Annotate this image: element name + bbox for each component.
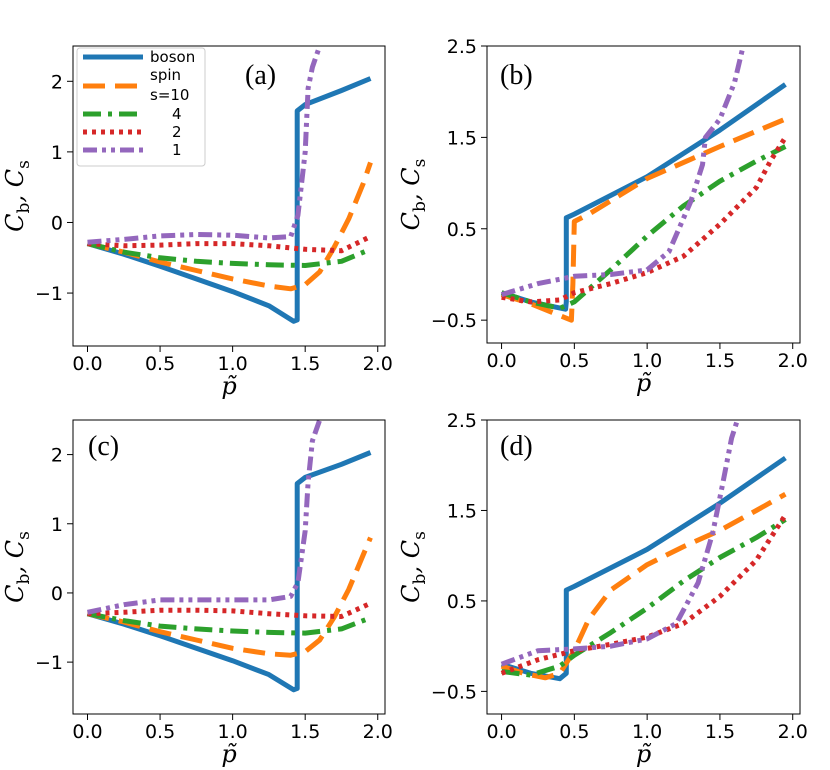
x-tick-label: 0.5 — [559, 721, 589, 743]
panel-d: 0.0 0.5 1.0 1.5 2.0 −0.5 0.5 1.5 2.5 p̃ Cb, Cs (d) — [397, 410, 808, 768]
x-tick-label: 0.5 — [145, 353, 175, 375]
x-tick-label: 2.0 — [363, 353, 393, 375]
panel-c-series — [86, 420, 373, 693]
x-tick-label: 1.5 — [290, 721, 320, 743]
x-tick-label: 1.5 — [705, 350, 735, 372]
series-line-4 — [500, 144, 787, 311]
x-tick-label: 0.0 — [486, 721, 516, 743]
x-axis-label: p̃ — [221, 372, 237, 400]
y-tick-label: −1 — [35, 652, 63, 674]
series-line-boson — [86, 450, 372, 693]
y-tick-label: 1.5 — [447, 500, 477, 522]
axes-frame — [72, 45, 386, 347]
axes-frame — [486, 419, 801, 715]
x-tick-label: 0.0 — [486, 350, 516, 372]
x-tick-label: 2.0 — [363, 721, 393, 743]
x-tick-label: 0.5 — [559, 350, 589, 372]
x-tick-label: 1.5 — [290, 353, 320, 375]
x-axis-label: p̃ — [636, 740, 652, 768]
series-line-1 — [500, 420, 740, 667]
y-tick-label: −0.5 — [431, 681, 477, 703]
panel-label: (d) — [500, 431, 533, 462]
legend-entry: boson — [150, 48, 195, 66]
series-line-2 — [87, 234, 372, 254]
axes-frame — [72, 419, 386, 715]
y-tick-label: 0.5 — [447, 219, 477, 241]
y-tick-label: 0 — [51, 583, 63, 605]
series-line-4 — [86, 241, 372, 268]
panel-label: (a) — [245, 60, 276, 91]
y-axis-label: Cb, Cs — [397, 531, 430, 603]
x-axis-label: p̃ — [221, 740, 237, 768]
axes-frame — [486, 45, 801, 344]
series-line-4 — [501, 517, 787, 678]
x-tick-label: 2.0 — [778, 721, 808, 743]
x-tick-label: 0.5 — [145, 721, 175, 743]
x-tick-label: 0.0 — [72, 353, 102, 375]
y-tick-label: 2.5 — [447, 36, 477, 58]
y-axis-label: Cb, Cs — [1, 160, 34, 232]
series-line-4 — [87, 611, 372, 636]
series-line-boson — [86, 76, 372, 324]
panel-c: 0.0 0.5 1.0 1.5 2.0 −1 0 1 2 p̃ Cb, Cs (c) — [1, 419, 393, 768]
legend-entry: 2 — [172, 123, 182, 141]
y-tick-label: 0 — [51, 212, 63, 234]
x-tick-label: 1.5 — [705, 721, 735, 743]
panel-a-series — [86, 46, 373, 324]
series-line-1 — [500, 46, 746, 297]
series-line-s10 — [500, 116, 787, 323]
legend-entry: 4 — [172, 105, 182, 123]
y-tick-label: −1 — [35, 283, 63, 305]
legend-entry: 1 — [172, 141, 182, 159]
y-tick-label: 2 — [51, 445, 63, 467]
panel-b-series — [500, 46, 788, 323]
panel-label: (b) — [500, 60, 533, 91]
series-line-s10 — [500, 492, 787, 681]
panel-d-series — [500, 420, 788, 682]
y-tick-label: 1 — [51, 142, 63, 164]
legend-entry: spin — [150, 66, 181, 84]
y-tick-label: 2.5 — [447, 410, 477, 432]
x-tick-label: 1.0 — [632, 350, 662, 372]
series-line-1 — [86, 420, 323, 615]
y-tick-label: 0.5 — [447, 591, 477, 613]
x-tick-label: 1.0 — [218, 353, 248, 375]
x-tick-label: 1.0 — [218, 721, 248, 743]
series-line-2 — [87, 601, 372, 619]
x-tick-label: 1.0 — [632, 721, 662, 743]
panel-b: 0.0 0.5 1.0 1.5 2.0 −0.5 0.5 1.5 2.5 p̃ Cb, Cs (b) — [397, 36, 808, 397]
series-line-2 — [501, 136, 788, 305]
x-axis-label: p̃ — [636, 369, 652, 397]
x-tick-label: 2.0 — [778, 350, 808, 372]
panel-label: (c) — [88, 431, 119, 462]
y-tick-label: 1 — [51, 514, 63, 536]
y-tick-label: 2 — [51, 71, 63, 93]
series-line-s10 — [86, 161, 373, 292]
y-tick-label: −0.5 — [431, 310, 477, 332]
y-axis-label: Cb, Cs — [397, 159, 430, 231]
y-axis-label: Cb, Cs — [1, 531, 34, 603]
series-line-1 — [87, 46, 323, 245]
y-tick-label: 1.5 — [447, 127, 477, 149]
legend-entry: s=10 — [150, 86, 189, 104]
x-tick-label: 0.0 — [72, 721, 102, 743]
series-line-s10 — [86, 536, 373, 658]
